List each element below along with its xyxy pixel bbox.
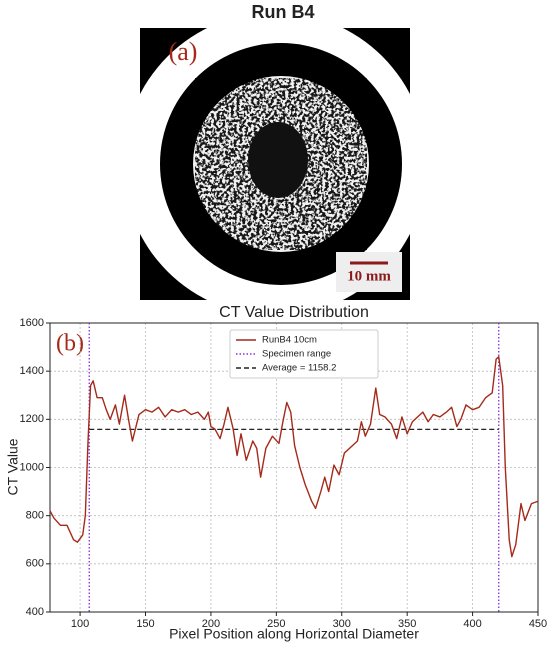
y-tick-label: 1600 [20,317,44,329]
y-tick-label: 600 [26,558,44,570]
figure-title: Run B4 [252,2,315,22]
y-tick-label: 1000 [20,461,44,473]
x-tick-label: 400 [463,618,481,630]
legend-label: Average = 1158.2 [262,363,336,374]
x-tick-label: 300 [333,618,351,630]
x-tick-label: 250 [267,618,285,630]
data-line [49,356,539,558]
plot-frame [49,322,539,613]
panel-label: (b) [56,331,84,357]
y-tick-label: 400 [26,606,44,618]
x-tick-label: 100 [71,618,89,630]
x-tick-label: 450 [529,618,547,630]
x-tick-label: 350 [398,618,416,630]
legend-label: Specimen range [262,349,331,360]
y-tick-label: 1400 [20,365,44,377]
chart-title: CT Value Distribution [219,304,369,321]
panel-label: (a) [169,37,198,66]
x-axis-label: Pixel Position along Horizontal Diameter [169,626,419,642]
y-tick-label: 1200 [20,413,44,425]
ct-image [140,28,410,300]
y-tick-label: 800 [26,510,44,522]
y-axis-label: CT Value [5,438,21,495]
legend-label: RunB4 10cm [262,335,317,346]
scale-bar-label: 10 mm [347,268,391,284]
x-tick-label: 150 [136,618,154,630]
legend-box [229,329,379,379]
x-tick-label: 200 [202,618,220,630]
